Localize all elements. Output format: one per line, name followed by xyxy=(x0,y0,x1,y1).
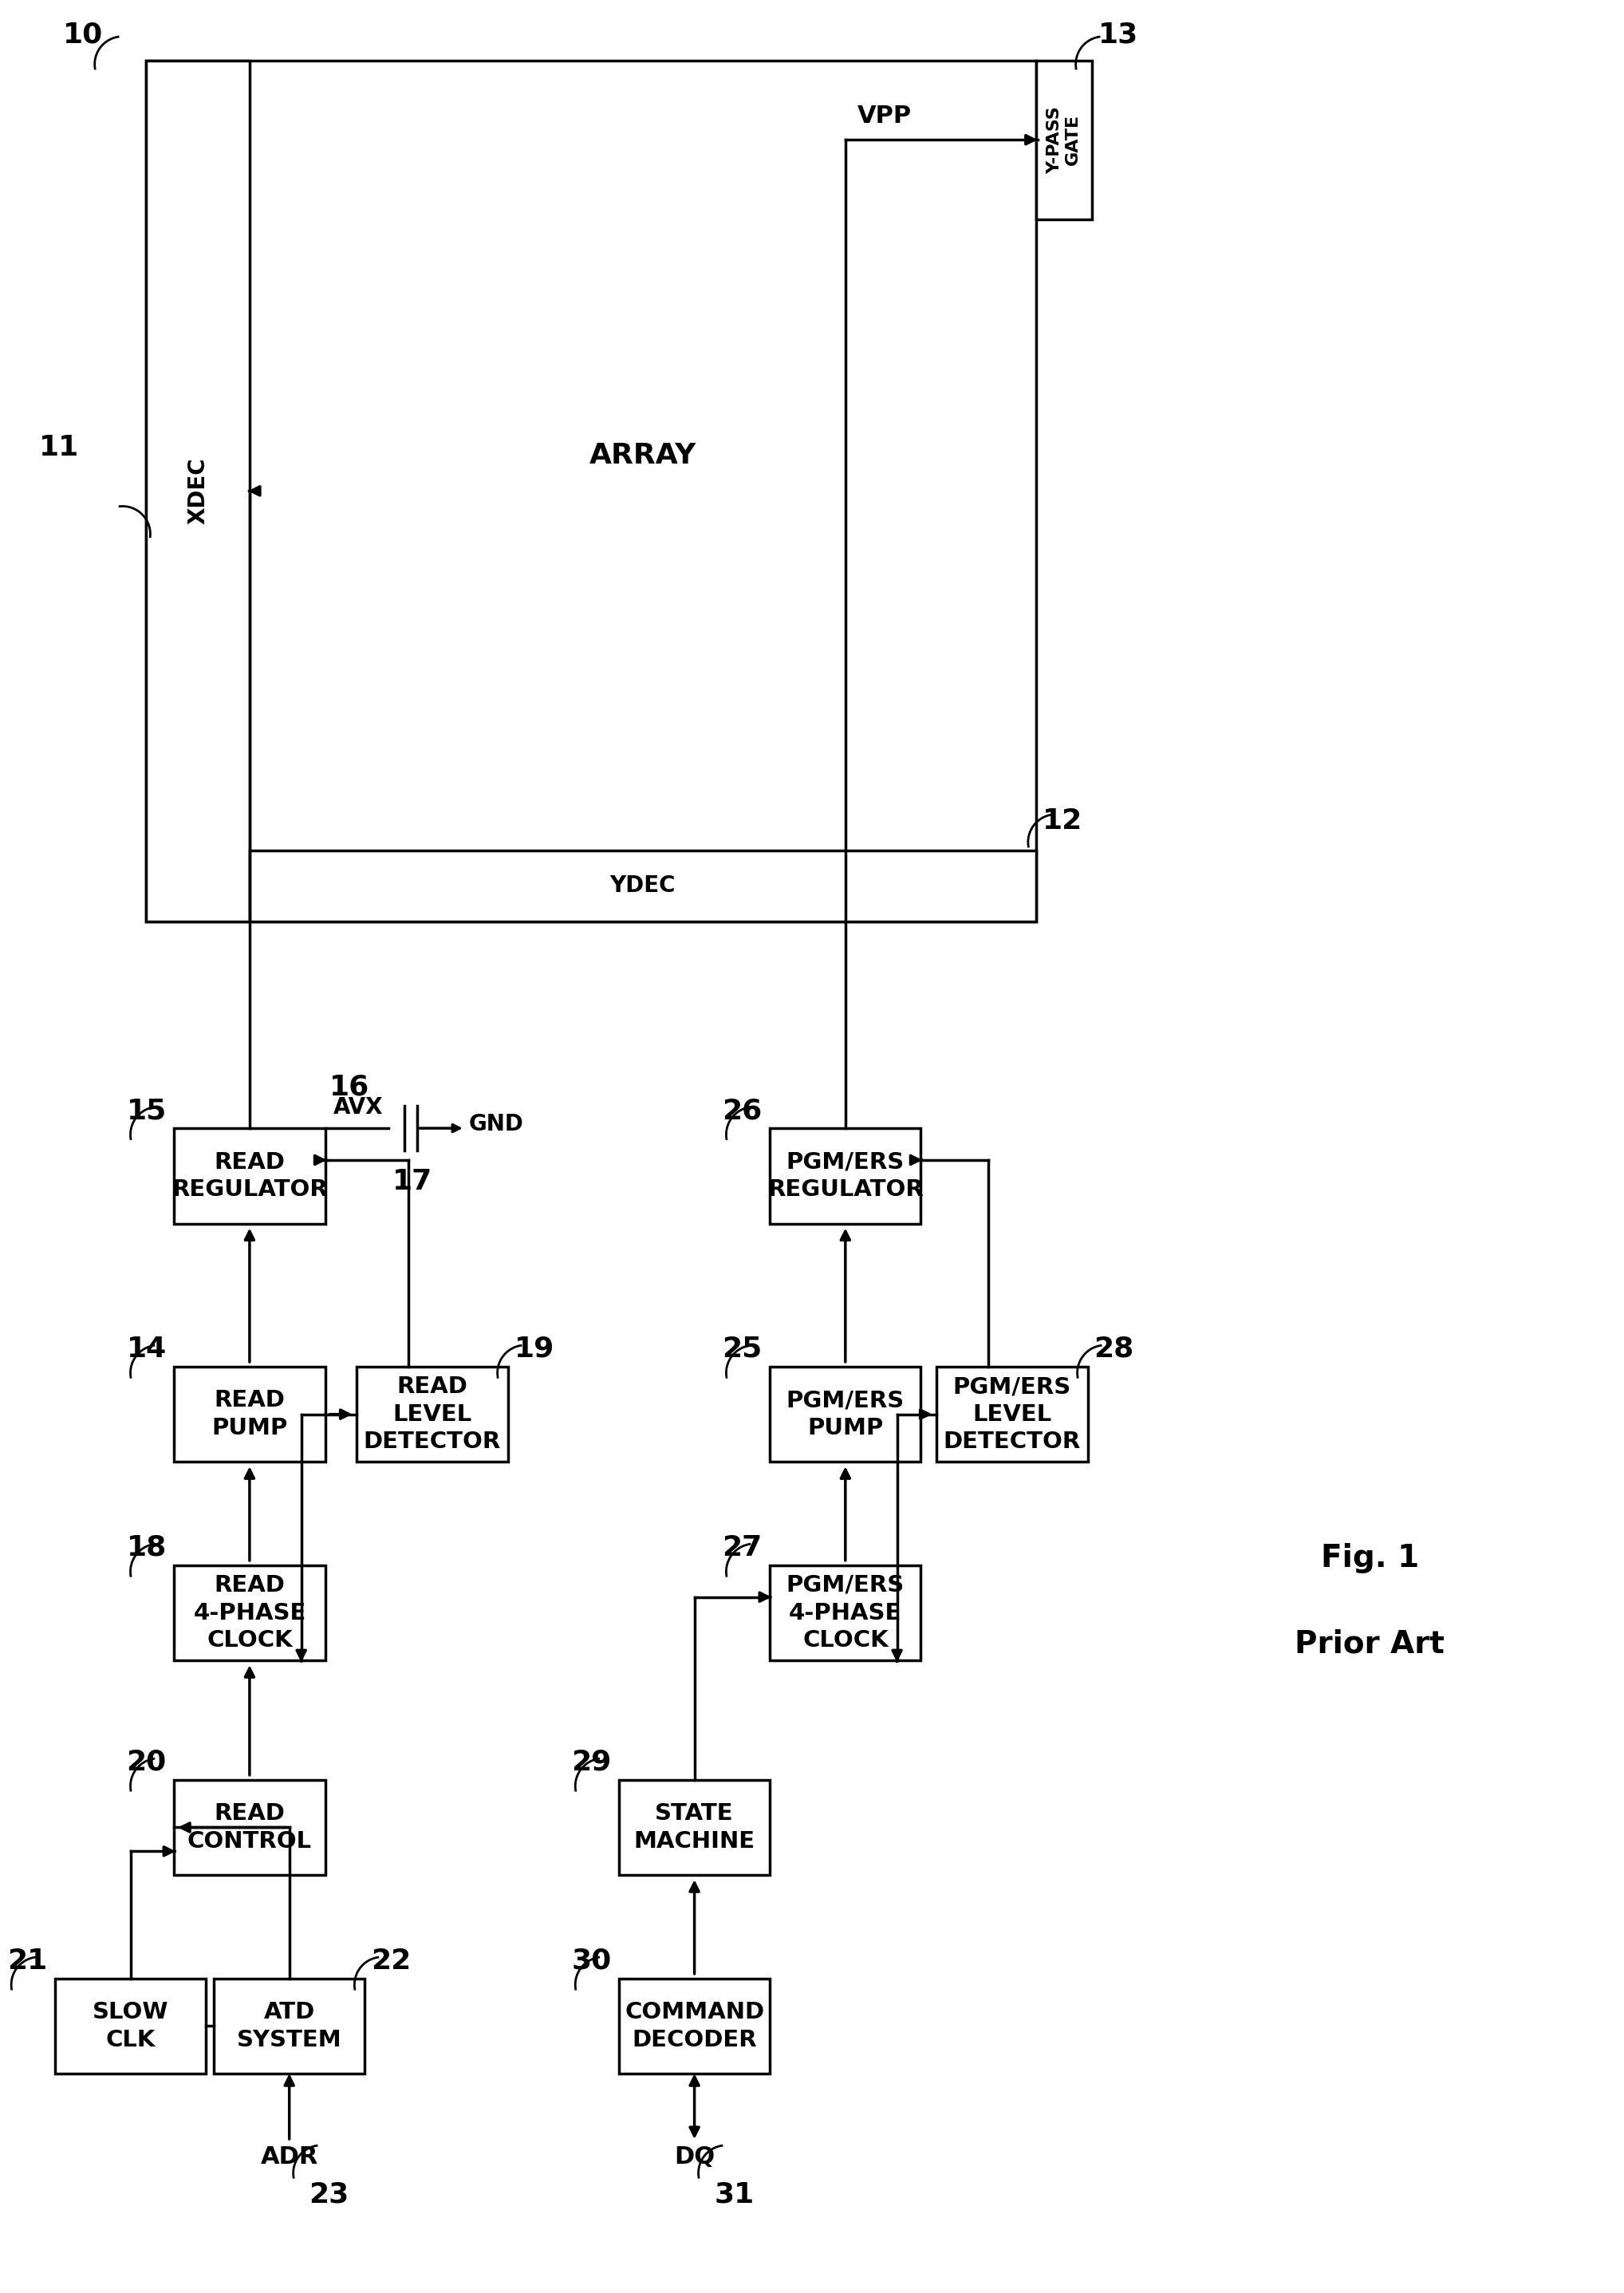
Text: COMMAND
DECODER: COMMAND DECODER xyxy=(625,2002,765,2050)
Text: PGM/ERS
PUMP: PGM/ERS PUMP xyxy=(786,1390,905,1440)
Text: STATE
MACHINE: STATE MACHINE xyxy=(633,1802,755,1853)
Text: Prior Art: Prior Art xyxy=(1294,1628,1445,1660)
FancyBboxPatch shape xyxy=(619,1779,770,1876)
FancyBboxPatch shape xyxy=(55,1979,206,2073)
Text: READ
LEVEL
DETECTOR: READ LEVEL DETECTOR xyxy=(364,1376,500,1454)
Text: 23: 23 xyxy=(309,2181,349,2208)
Text: 22: 22 xyxy=(372,1947,411,1974)
Text: 19: 19 xyxy=(515,1335,554,1362)
Text: 26: 26 xyxy=(723,1096,762,1124)
Text: ADR: ADR xyxy=(260,2146,318,2169)
Text: READ
CONTROL: READ CONTROL xyxy=(187,1802,312,1853)
FancyBboxPatch shape xyxy=(174,1367,325,1463)
Text: ARRAY: ARRAY xyxy=(590,443,697,468)
Text: 25: 25 xyxy=(723,1335,762,1362)
Text: 17: 17 xyxy=(393,1167,432,1195)
FancyBboxPatch shape xyxy=(1036,60,1091,220)
Text: PGM/ERS
REGULATOR: PGM/ERS REGULATOR xyxy=(767,1151,924,1202)
FancyBboxPatch shape xyxy=(146,60,250,922)
Text: 18: 18 xyxy=(127,1534,167,1562)
Text: ATD
SYSTEM: ATD SYSTEM xyxy=(237,2002,341,2050)
Text: XDEC: XDEC xyxy=(187,459,209,525)
Text: READ
PUMP: READ PUMP xyxy=(211,1390,287,1440)
Text: READ
REGULATOR: READ REGULATOR xyxy=(172,1151,328,1202)
Text: 20: 20 xyxy=(127,1750,167,1775)
Text: Y-PASS
GATE: Y-PASS GATE xyxy=(1046,105,1082,174)
Text: 27: 27 xyxy=(723,1534,762,1562)
Text: DQ: DQ xyxy=(674,2146,715,2169)
Text: 13: 13 xyxy=(1098,21,1138,48)
FancyBboxPatch shape xyxy=(174,1779,325,1876)
Text: AVX: AVX xyxy=(333,1096,383,1119)
FancyBboxPatch shape xyxy=(770,1367,921,1463)
Text: 10: 10 xyxy=(63,21,102,48)
FancyBboxPatch shape xyxy=(619,1979,770,2073)
Text: Fig. 1: Fig. 1 xyxy=(1320,1543,1419,1573)
Text: YDEC: YDEC xyxy=(611,874,676,897)
Text: 28: 28 xyxy=(1095,1335,1134,1362)
Text: PGM/ERS
LEVEL
DETECTOR: PGM/ERS LEVEL DETECTOR xyxy=(944,1376,1082,1454)
FancyBboxPatch shape xyxy=(357,1367,508,1463)
FancyBboxPatch shape xyxy=(174,1566,325,1660)
FancyBboxPatch shape xyxy=(937,1367,1088,1463)
Text: 15: 15 xyxy=(127,1096,167,1124)
Text: 16: 16 xyxy=(330,1073,369,1101)
Text: GND: GND xyxy=(469,1112,525,1135)
Text: 12: 12 xyxy=(1043,807,1083,835)
FancyBboxPatch shape xyxy=(146,60,1036,922)
Text: PGM/ERS
4-PHASE
CLOCK: PGM/ERS 4-PHASE CLOCK xyxy=(786,1573,905,1651)
Text: SLOW
CLK: SLOW CLK xyxy=(93,2002,169,2050)
FancyBboxPatch shape xyxy=(770,1566,921,1660)
FancyBboxPatch shape xyxy=(770,1128,921,1224)
Text: 21: 21 xyxy=(6,1947,47,1974)
Text: 29: 29 xyxy=(572,1750,612,1775)
FancyBboxPatch shape xyxy=(214,1979,365,2073)
Text: READ
4-PHASE
CLOCK: READ 4-PHASE CLOCK xyxy=(193,1573,305,1651)
Text: 11: 11 xyxy=(39,433,80,461)
Text: VPP: VPP xyxy=(857,105,911,128)
FancyBboxPatch shape xyxy=(174,1128,325,1224)
Text: 30: 30 xyxy=(572,1947,611,1974)
FancyBboxPatch shape xyxy=(250,851,1036,922)
Text: 14: 14 xyxy=(127,1335,167,1362)
Text: 31: 31 xyxy=(715,2181,755,2208)
